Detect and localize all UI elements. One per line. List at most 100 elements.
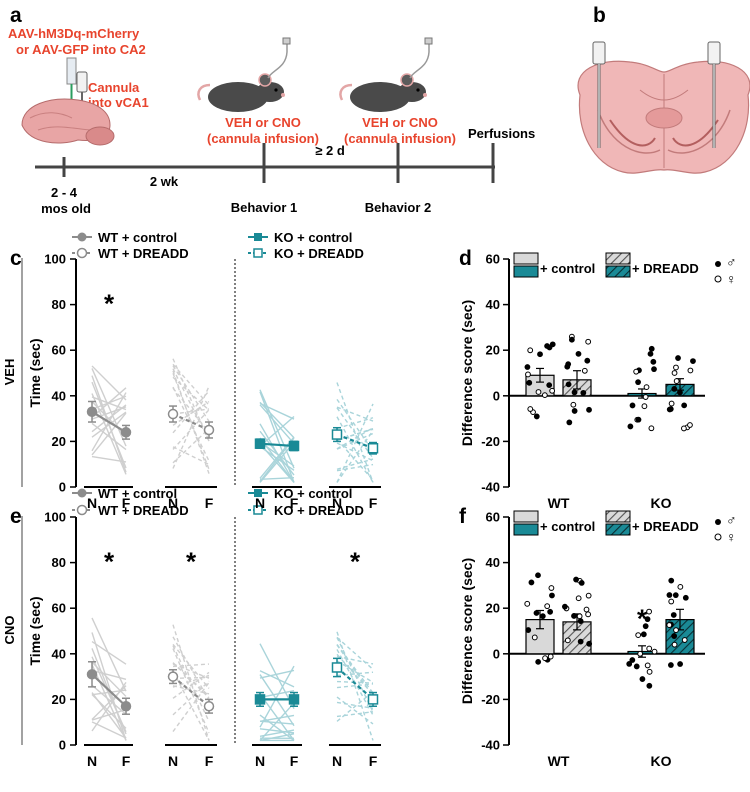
subject-point <box>539 613 546 620</box>
legend-e: WT + control WT + DREADD KO + control KO… <box>72 486 364 518</box>
subject-point <box>677 389 683 396</box>
subject-point <box>535 389 542 395</box>
legend-e-ko-dreadd: KO + DREADD <box>274 503 364 518</box>
syringe-icon <box>66 57 77 104</box>
mean-point <box>86 406 98 418</box>
subject-point <box>571 408 578 414</box>
subject-line <box>172 682 210 733</box>
subject-line <box>259 391 295 483</box>
subject-point <box>629 402 636 409</box>
panel-label-c: c <box>10 247 22 270</box>
y-axis-label: Time (sec) <box>27 597 43 666</box>
y-axis-label: Difference score (sec) <box>459 558 475 704</box>
subject-line <box>336 711 374 718</box>
subject-line <box>259 415 295 447</box>
subject-line <box>172 624 210 741</box>
mean-point <box>254 438 266 449</box>
subject-line <box>91 641 127 665</box>
subject-line <box>336 671 374 677</box>
subject-point <box>537 351 543 358</box>
subject-point <box>581 367 588 374</box>
subject-point <box>575 350 582 357</box>
x-tick-label: F <box>369 753 378 769</box>
mean-point <box>331 662 343 673</box>
subject-point <box>627 423 634 430</box>
subject-line <box>259 714 295 742</box>
subject-point <box>585 592 592 599</box>
subject-line <box>172 662 210 697</box>
subject-point <box>687 422 693 428</box>
subject-point <box>633 368 640 375</box>
brain-side-icon <box>21 98 115 146</box>
perfusions-label: Perfusions <box>468 126 535 141</box>
subject-line <box>259 690 295 699</box>
subject-line <box>91 692 127 739</box>
y-tick-label: 60 <box>486 252 500 267</box>
subject-line <box>172 428 210 464</box>
y-tick-label: 20 <box>52 434 66 449</box>
y-tick-label: -20 <box>481 692 500 707</box>
subject-line <box>91 617 127 692</box>
subject-point <box>648 425 655 432</box>
x-tick-label: N <box>332 495 342 511</box>
mean-point <box>331 429 343 440</box>
subject-point <box>527 406 534 412</box>
subject-line <box>172 376 210 411</box>
subject-line <box>336 683 374 689</box>
cannula-label-line2: into vCA1 <box>88 95 149 110</box>
subject-line <box>259 693 295 741</box>
x-tick-label: KO <box>651 753 672 769</box>
timeline-axis <box>35 143 495 183</box>
subject-line <box>336 416 374 483</box>
y-tick-label: 80 <box>52 297 66 312</box>
subject-point <box>576 613 583 620</box>
subject-line <box>259 665 295 728</box>
chart-d-difference-veh: -40 -20 0 20 40 60 Difference score (sec) WT KO <box>459 252 705 511</box>
x-tick-label: F <box>205 495 214 511</box>
y-tick-label: 40 <box>52 646 66 661</box>
subject-point <box>635 416 642 423</box>
subject-line <box>336 403 374 483</box>
subject-point <box>528 579 535 586</box>
legend-d-control: + control <box>540 261 595 276</box>
subject-point <box>525 627 532 633</box>
significance-star: * <box>104 547 115 577</box>
significance-star: * <box>186 547 197 577</box>
subject-point <box>535 572 541 579</box>
subject-line <box>336 407 374 459</box>
subject-point <box>531 634 538 641</box>
infusion2-line1: VEH or CNO <box>362 115 438 130</box>
subject-point <box>639 676 646 682</box>
subject-point <box>670 612 677 618</box>
subject-line <box>336 696 374 725</box>
x-tick-label: N <box>168 753 178 769</box>
subject-line <box>259 729 295 737</box>
cannula-left-icon <box>592 41 606 148</box>
mean-point <box>367 442 379 454</box>
subject-line <box>172 674 210 688</box>
subject-line <box>172 358 210 442</box>
y-tick-label: 40 <box>52 388 66 403</box>
subject-line <box>336 458 374 470</box>
subject-line <box>91 684 127 715</box>
subject-line <box>91 422 127 451</box>
subject-point <box>637 650 644 657</box>
subject-line <box>259 670 295 688</box>
subject-line <box>336 644 374 697</box>
subject-point <box>633 663 640 670</box>
subject-point <box>640 631 647 638</box>
subject-line <box>172 408 210 415</box>
interval-2wk: 2 wk <box>150 174 179 189</box>
legend-d-dreadd: + DREADD <box>632 261 699 276</box>
subject-line <box>91 721 127 739</box>
subject-line <box>336 417 374 430</box>
interval-2d: ≥ 2 d <box>315 143 345 158</box>
mean-point <box>288 440 300 452</box>
subject-point <box>668 577 675 584</box>
female-symbol-f: ♀ <box>726 529 737 545</box>
subject-point <box>544 603 551 610</box>
subject-point <box>650 358 657 365</box>
subject-point <box>526 379 533 386</box>
legend-f: + control + DREADD ♂ ♀ <box>513 510 737 545</box>
